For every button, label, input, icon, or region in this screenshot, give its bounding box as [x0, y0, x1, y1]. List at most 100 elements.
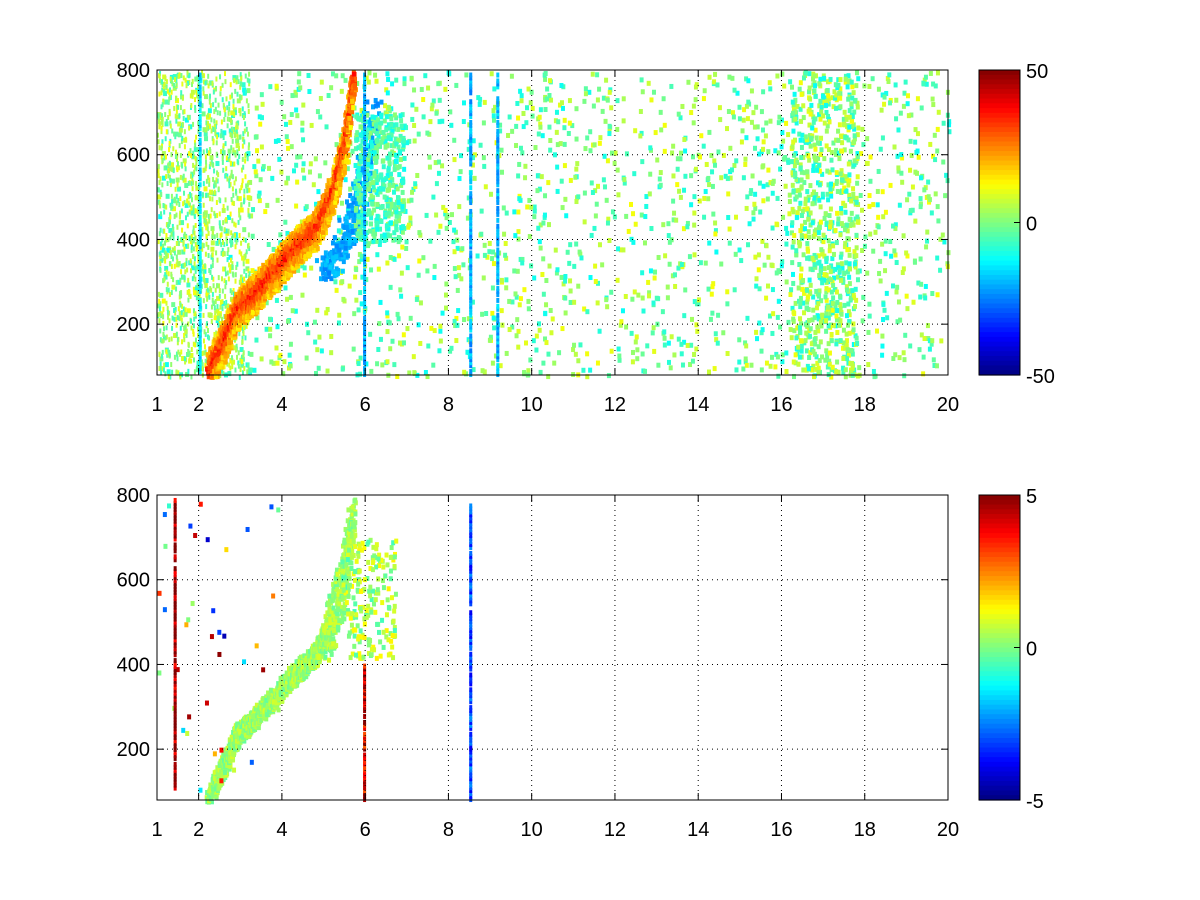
heatmap-cell	[509, 73, 514, 79]
heatmap-cell	[818, 339, 823, 345]
heatmap-cell	[759, 109, 764, 115]
heatmap-cell	[173, 333, 178, 339]
heatmap-cell	[841, 365, 846, 371]
heatmap-cell	[744, 103, 749, 109]
heatmap-cell	[183, 262, 186, 268]
heatmap-cell	[855, 373, 860, 379]
heatmap-cell	[587, 89, 592, 95]
heatmap-cell	[409, 76, 414, 82]
heatmap-cell	[498, 363, 503, 369]
heatmap-cell	[709, 291, 714, 297]
heatmap-cell	[633, 221, 638, 227]
heatmap-cell	[510, 299, 515, 305]
heatmap-cell	[830, 364, 835, 370]
heatmap-cell	[158, 214, 163, 220]
heatmap-cell	[714, 337, 719, 343]
heatmap-cell	[164, 362, 169, 368]
heatmap-cell	[213, 315, 218, 321]
heatmap-cell	[547, 93, 552, 99]
heatmap-cell	[802, 290, 807, 296]
heatmap-cell	[336, 228, 341, 234]
heatmap-cell	[799, 321, 804, 327]
heatmap-cell	[400, 112, 405, 118]
heatmap-cell	[161, 116, 164, 122]
heatmap-cell	[192, 121, 195, 127]
heatmap-cell	[278, 282, 283, 288]
heatmap-cell	[234, 317, 239, 323]
heatmap-cell	[662, 329, 667, 335]
heatmap-cell	[228, 101, 231, 107]
heatmap-cell	[827, 361, 832, 367]
heatmap-cell	[226, 214, 231, 220]
heatmap-cell	[803, 219, 808, 225]
heatmap-cell	[820, 354, 825, 360]
heatmap-cell	[269, 288, 274, 294]
heatmap-cell	[219, 313, 222, 319]
heatmap-cell	[670, 273, 675, 279]
heatmap-cell	[242, 285, 247, 291]
heatmap-cell	[390, 81, 395, 87]
heatmap-cell	[682, 313, 687, 319]
heatmap-cell	[189, 239, 192, 245]
heatmap-cell	[228, 254, 233, 260]
heatmap-cell	[682, 136, 687, 142]
heatmap-cell	[222, 135, 225, 141]
heatmap-cell	[195, 181, 198, 187]
heatmap-cell	[941, 120, 946, 126]
heatmap-cell	[168, 349, 171, 355]
heatmap-cell	[418, 300, 423, 306]
heatmap-cell	[921, 354, 926, 360]
heatmap-cell	[765, 182, 770, 188]
heatmap-cell	[242, 350, 245, 356]
heatmap-cell	[244, 237, 247, 243]
heatmap-cell	[680, 103, 685, 109]
heatmap-cell	[838, 338, 843, 344]
heatmap-cell	[382, 118, 387, 124]
heatmap-cell	[182, 177, 187, 183]
heatmap-cell	[838, 232, 843, 238]
heatmap-cell	[178, 294, 181, 300]
heatmap-cell	[238, 212, 241, 218]
heatmap-cell	[674, 217, 679, 223]
heatmap-cell	[160, 119, 163, 125]
heatmap-cell	[242, 325, 245, 331]
heatmap-cell	[365, 256, 370, 262]
heatmap-cell	[247, 350, 250, 356]
heatmap-cell	[938, 236, 943, 242]
heatmap-cell	[226, 116, 229, 122]
heatmap-cell	[834, 341, 839, 347]
heatmap-cell	[711, 211, 716, 217]
heatmap-cell	[211, 291, 214, 297]
heatmap-cell	[822, 272, 827, 278]
heatmap-cell	[900, 179, 905, 185]
heatmap-cell	[762, 262, 767, 268]
heatmap-cell	[428, 119, 433, 125]
heatmap-cell	[163, 249, 166, 255]
heatmap-cell	[227, 228, 230, 234]
heatmap-cell	[174, 113, 177, 119]
heatmap-cell	[269, 359, 274, 365]
heatmap-cell	[208, 147, 211, 153]
heatmap-cell	[831, 243, 836, 249]
heatmap-cell	[801, 367, 806, 373]
heatmap-cell	[804, 322, 809, 328]
heatmap-cell	[850, 118, 855, 124]
heatmap-cell	[585, 309, 590, 315]
heatmap-cell	[799, 169, 804, 175]
heatmap-cell	[232, 272, 235, 278]
heatmap-cell	[402, 340, 407, 346]
heatmap-cell	[830, 95, 835, 101]
heatmap-cell	[254, 337, 259, 343]
heatmap-cell	[231, 364, 234, 370]
heatmap-cell	[855, 180, 860, 186]
heatmap-cell	[847, 108, 852, 114]
heatmap-cell	[165, 174, 168, 180]
heatmap-cell	[213, 337, 218, 343]
heatmap-cell	[842, 147, 847, 153]
heatmap-cell	[572, 342, 577, 348]
heatmap-cell	[839, 277, 844, 283]
heatmap-cell	[694, 82, 699, 88]
heatmap-cell	[376, 266, 381, 272]
heatmap-cell	[828, 186, 833, 192]
heatmap-cell	[491, 113, 496, 119]
